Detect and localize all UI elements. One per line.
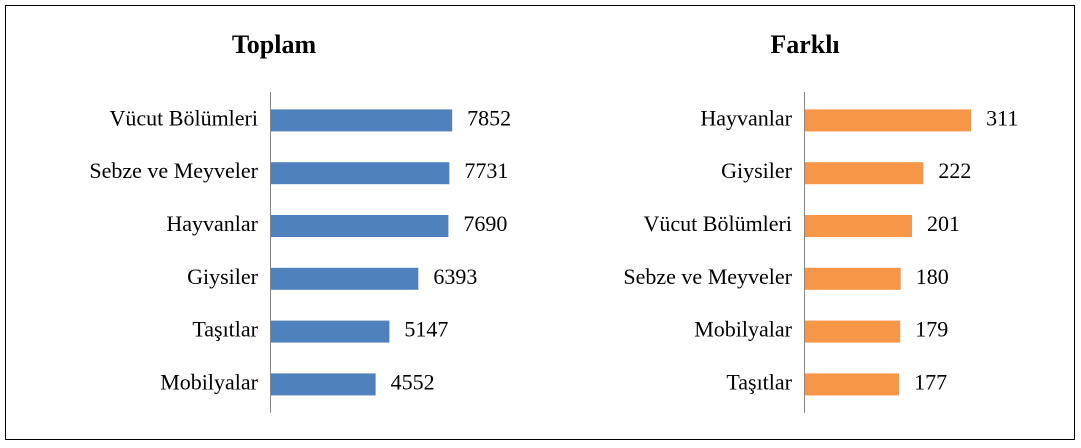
value-label: 311 <box>986 105 1018 130</box>
bar <box>270 109 453 132</box>
bar <box>270 373 376 396</box>
value-label: 179 <box>915 317 948 342</box>
category-label: Taşıtlar <box>726 369 792 394</box>
bar <box>804 109 972 132</box>
value-label: 7690 <box>463 211 507 236</box>
chart-title: Toplam <box>232 30 317 59</box>
value-label: 7852 <box>467 105 511 130</box>
category-label: Giysiler <box>187 264 259 289</box>
category-label: Taşıtlar <box>192 317 258 342</box>
bar <box>804 215 913 237</box>
bar <box>804 267 901 290</box>
category-label: Mobilyalar <box>694 317 792 342</box>
value-label: 201 <box>927 211 960 236</box>
category-label: Sebze ve Meyveler <box>89 158 258 183</box>
value-label: 222 <box>938 158 971 183</box>
bar <box>804 373 900 396</box>
category-label: Sebze ve Meyveler <box>623 264 792 289</box>
value-label: 177 <box>914 369 947 394</box>
category-label: Hayvanlar <box>700 105 792 130</box>
value-label: 180 <box>916 264 949 289</box>
value-label: 7731 <box>464 158 508 183</box>
category-label: Vücut Bölümleri <box>644 211 792 236</box>
value-label: 4552 <box>391 369 435 394</box>
value-label: 6393 <box>433 264 477 289</box>
category-label: Vücut Bölümleri <box>110 105 258 130</box>
value-label: 5147 <box>404 317 448 342</box>
chart-title: Farklı <box>770 30 839 59</box>
bar <box>270 162 450 185</box>
bar <box>270 320 390 343</box>
bar <box>270 267 419 290</box>
category-label: Giysiler <box>721 158 793 183</box>
category-label: Mobilyalar <box>160 369 258 394</box>
bar <box>804 320 901 343</box>
bar <box>804 162 924 185</box>
bar <box>270 215 449 237</box>
category-label: Hayvanlar <box>166 211 258 236</box>
